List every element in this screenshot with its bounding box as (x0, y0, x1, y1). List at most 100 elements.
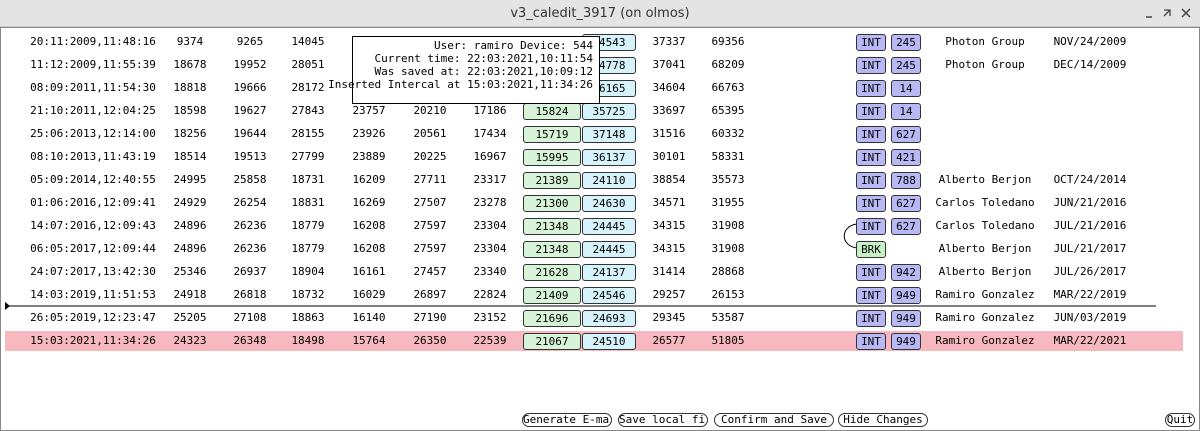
tooltip-line: Current time: 22:03:2021,10:11:54 (374, 52, 593, 65)
table-cell: 23304 (473, 242, 507, 255)
button[interactable]: Generate E-mail (522, 413, 612, 427)
table-cell: 245 (891, 34, 921, 51)
table-cell: DEC/14/2009 (1053, 58, 1127, 71)
window-title: v3_caledit_3917 (on olmos) (510, 6, 690, 21)
table-cell: 24896 (173, 242, 207, 255)
table-cell: 23278 (473, 196, 507, 209)
table-cell: 27190 (413, 311, 447, 324)
table-cell: 27108 (233, 311, 267, 324)
table-cell: INT (856, 34, 886, 51)
table-cell: 26897 (413, 288, 447, 301)
table-cell: JUN/03/2019 (1053, 311, 1127, 324)
button[interactable]: Confirm and Save (714, 413, 834, 427)
table-cell: 34604 (652, 81, 686, 94)
table-cell: 949 (891, 333, 921, 350)
table-cell: INT (856, 287, 886, 304)
table-cell: INT (856, 57, 886, 74)
table-cell: 24896 (173, 219, 207, 232)
table-cell: 68209 (711, 58, 745, 71)
table-cell: 66763 (711, 81, 745, 94)
table-cell: 21067 (523, 333, 581, 350)
table-cell: 35573 (711, 173, 745, 186)
table-cell: 37041 (652, 58, 686, 71)
table-cell: 27843 (291, 104, 325, 117)
table-cell: INT (856, 103, 886, 120)
table-cell: 24323 (173, 334, 207, 347)
table-cell: 16208 (352, 242, 386, 255)
table-cell: 31955 (711, 196, 745, 209)
tooltip-line: User: ramiro Device: 544 (434, 39, 593, 52)
table-cell: 11:12:2009,11:55:39 (30, 58, 156, 71)
table-cell: 949 (891, 287, 921, 304)
table-cell: 31516 (652, 127, 686, 140)
table-cell: JUL/26/2017 (1053, 265, 1127, 278)
table-cell: 19513 (233, 150, 267, 163)
table-cell: 28868 (711, 265, 745, 278)
table-cell: 26:05:2019,12:23:47 (30, 311, 156, 324)
table-cell: 20210 (413, 104, 447, 117)
table-cell: 24546 (582, 287, 636, 304)
table-cell: 06:05:2017,12:09:44 (30, 242, 156, 255)
table-cell: 18818 (173, 81, 207, 94)
table-cell: 20225 (413, 150, 447, 163)
table-cell: Alberto Berjon (938, 242, 1032, 255)
table-cell: 37148 (582, 126, 636, 143)
table-cell: INT (856, 310, 886, 327)
table-cell: 15764 (352, 334, 386, 347)
table-cell: 26236 (233, 242, 267, 255)
table-cell: 19666 (233, 81, 267, 94)
table-cell: 21348 (523, 241, 581, 258)
table-cell: 05:09:2014,12:40:55 (30, 173, 156, 186)
table-cell: 627 (891, 126, 921, 143)
table-cell: 25205 (173, 311, 207, 324)
table-cell: 34571 (652, 196, 686, 209)
table-cell: 18779 (291, 219, 325, 232)
table-cell: 31908 (711, 242, 745, 255)
table-cell: 27597 (413, 219, 447, 232)
table-cell: 24693 (582, 310, 636, 327)
table-cell: 28172 (291, 81, 325, 94)
table-cell: 16209 (352, 173, 386, 186)
table-cell: 16161 (352, 265, 386, 278)
table-cell: 24918 (173, 288, 207, 301)
table-cell: 30101 (652, 150, 686, 163)
button[interactable]: Save local file (618, 413, 708, 427)
table-cell: 20:11:2009,11:48:16 (30, 35, 156, 48)
table-cell: 24445 (582, 218, 636, 235)
table-cell: 24445 (582, 241, 636, 258)
tooltip-line: Was saved at: 22:03:2021,10:09:12 (374, 65, 593, 78)
table-cell: 21300 (523, 195, 581, 212)
table-cell: 16029 (352, 288, 386, 301)
window-controls[interactable] (1140, 4, 1196, 22)
table-cell: 27457 (413, 265, 447, 278)
table-cell: 35725 (582, 103, 636, 120)
table-cell: 26937 (233, 265, 267, 278)
table-cell: MAR/22/2019 (1053, 288, 1127, 301)
table-cell: 58331 (711, 150, 745, 163)
table-cell: Photon Group (945, 35, 1025, 48)
table-cell: Carlos Toledano (935, 196, 1035, 209)
table-cell: 21409 (523, 287, 581, 304)
table-cell: 245 (891, 57, 921, 74)
table-cell: 08:10:2013,11:43:19 (30, 150, 156, 163)
button[interactable]: Hide Changes (838, 413, 928, 427)
table-cell: 25858 (233, 173, 267, 186)
table-cell: INT (856, 195, 886, 212)
table-cell: 24110 (582, 172, 636, 189)
table-cell: 23757 (352, 104, 386, 117)
table-cell: 26348 (233, 334, 267, 347)
table-cell: 21389 (523, 172, 581, 189)
table-cell: Ramiro Gonzalez (935, 311, 1035, 324)
table-cell: 27711 (413, 173, 447, 186)
table-cell: 33697 (652, 104, 686, 117)
button[interactable]: Quit (1165, 413, 1195, 427)
table-cell: 19627 (233, 104, 267, 117)
table-cell: 14045 (291, 35, 325, 48)
table-cell: 29345 (652, 311, 686, 324)
table-cell: 24630 (582, 195, 636, 212)
tooltip-line: Inserted Intercal at 15:03:2021,11:34:26 (328, 78, 593, 91)
table-cell: 19952 (233, 58, 267, 71)
table-cell: JUN/21/2016 (1053, 196, 1127, 209)
table-cell: 21628 (523, 264, 581, 281)
